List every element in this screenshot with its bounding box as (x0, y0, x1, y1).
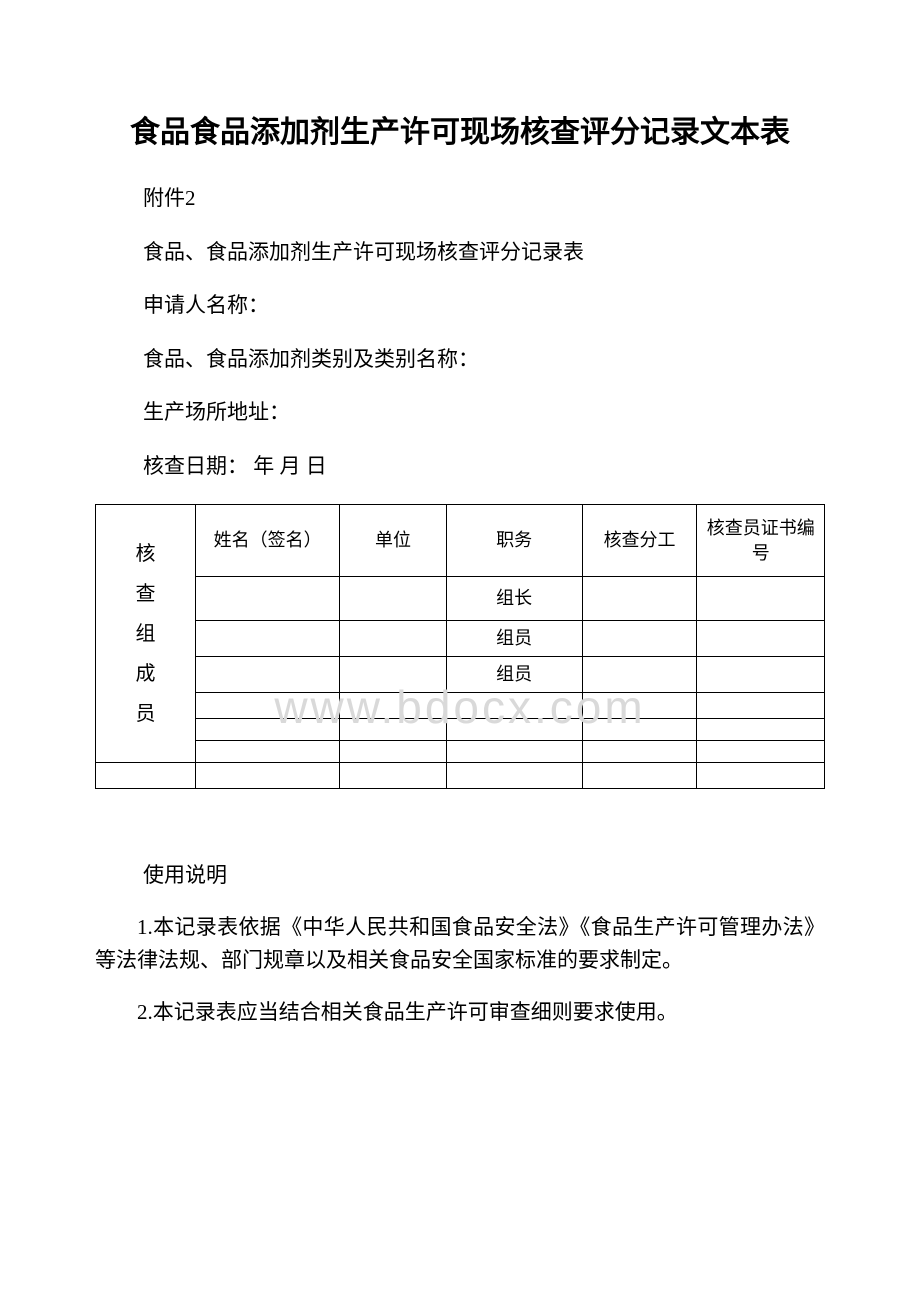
col-header-cert: 核查员证书编号 (697, 505, 825, 577)
page-title: 食品食品添加剂生产许可现场核查评分记录文本表 (95, 110, 825, 155)
cell-cert (697, 621, 825, 657)
cell-role: 组员 (446, 621, 582, 657)
cell-name (195, 657, 340, 693)
footer-cell (96, 763, 196, 789)
col-header-name: 姓名（签名） (195, 505, 340, 577)
table-footer-row (96, 763, 825, 789)
cell-cert (697, 719, 825, 741)
cell-name (195, 741, 340, 763)
cell-role (446, 741, 582, 763)
category-field: 食品、食品添加剂类别及类别名称： (95, 344, 825, 376)
instructions-heading: 使用说明 (95, 859, 825, 889)
cell-unit (340, 719, 446, 741)
cell-division (582, 621, 697, 657)
row-header-members: 核查组成员 (96, 505, 196, 763)
footer-cell (697, 763, 825, 789)
cell-division (582, 741, 697, 763)
cell-name (195, 577, 340, 621)
cell-cert (697, 741, 825, 763)
cell-cert (697, 657, 825, 693)
instructions-para-1: 1.本记录表依据《中华人民共和国食品安全法》《食品生产许可管理办法》等法律法规、… (95, 911, 825, 976)
col-header-role: 职务 (446, 505, 582, 577)
table-row (96, 741, 825, 763)
cell-unit (340, 741, 446, 763)
cell-name (195, 719, 340, 741)
cell-division (582, 577, 697, 621)
footer-cell (340, 763, 446, 789)
table-header-row: 核查组成员 姓名（签名） 单位 职务 核查分工 核查员证书编号 (96, 505, 825, 577)
footer-cell (582, 763, 697, 789)
table-row (96, 693, 825, 719)
cell-role: 组长 (446, 577, 582, 621)
cell-division (582, 719, 697, 741)
date-field: 核查日期： 年 月 日 (95, 451, 825, 483)
subtitle: 食品、食品添加剂生产许可现场核查评分记录表 (95, 237, 825, 269)
applicant-field: 申请人名称： (95, 290, 825, 322)
table-row: 组员 (96, 657, 825, 693)
members-table: 核查组成员 姓名（签名） 单位 职务 核查分工 核查员证书编号 组长 组员 组员 (95, 504, 825, 789)
address-field: 生产场所地址： (95, 397, 825, 429)
col-header-division: 核查分工 (582, 505, 697, 577)
document-page: 食品食品添加剂生产许可现场核查评分记录文本表 附件2 食品、食品添加剂生产许可现… (0, 0, 920, 1109)
cell-unit (340, 621, 446, 657)
table-row (96, 719, 825, 741)
footer-cell (195, 763, 340, 789)
cell-name (195, 693, 340, 719)
cell-cert (697, 577, 825, 621)
cell-unit (340, 693, 446, 719)
cell-name (195, 621, 340, 657)
instructions-para-2: 2.本记录表应当结合相关食品生产许可审查细则要求使用。 (95, 996, 825, 1029)
attachment-label: 附件2 (95, 183, 825, 215)
footer-cell (446, 763, 582, 789)
table-row: 组长 (96, 577, 825, 621)
col-header-unit: 单位 (340, 505, 446, 577)
cell-role: 组员 (446, 657, 582, 693)
table-row: 组员 (96, 621, 825, 657)
cell-role (446, 719, 582, 741)
cell-unit (340, 577, 446, 621)
cell-division (582, 657, 697, 693)
cell-division (582, 693, 697, 719)
cell-cert (697, 693, 825, 719)
cell-role (446, 693, 582, 719)
cell-unit (340, 657, 446, 693)
